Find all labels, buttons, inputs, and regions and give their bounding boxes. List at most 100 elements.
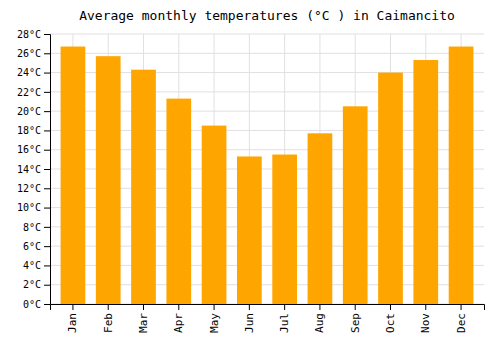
tick-label: 14°C — [17, 164, 41, 175]
bar — [343, 106, 368, 304]
tick: Apr — [172, 304, 185, 333]
tick-mark — [108, 304, 109, 310]
tick: Mar — [137, 304, 150, 333]
title: Average monthly temperatures (°C ) in Ca… — [79, 8, 455, 23]
tick-label: 6°C — [23, 241, 41, 252]
tick: 28°C — [17, 29, 50, 40]
tick: May — [208, 304, 221, 333]
bar — [202, 126, 227, 304]
tick: 4°C — [23, 260, 50, 271]
tick: 26°C — [17, 48, 50, 59]
tick-mark — [355, 304, 356, 310]
tick-label: 0°C — [23, 299, 41, 310]
bar — [131, 70, 156, 304]
tick-mark — [284, 304, 285, 310]
tick-label: 28°C — [17, 29, 41, 40]
y-axis: 0°C 2°C 4°C 6°C 8°C 10°C 12°C 14°C 16°C 18°C 20°C 2… — [17, 29, 51, 310]
tick-mark — [44, 130, 50, 131]
tick-mark — [44, 150, 50, 151]
tick-mark — [44, 227, 50, 228]
bar — [272, 155, 297, 304]
tick-mark — [72, 304, 73, 310]
tick: 12°C — [17, 183, 50, 194]
tick-label: 8°C — [23, 222, 41, 233]
tick-mark — [390, 304, 391, 310]
bar — [96, 56, 121, 304]
tick-mark — [44, 73, 50, 74]
tick-label: 26°C — [17, 48, 41, 59]
x-axis: Jan Feb Mar Apr May Jun Jul Aug Sep Oct Nov Dec — [51, 304, 485, 333]
tick: 0°C — [23, 299, 50, 310]
tick-label: May — [208, 313, 221, 333]
tick-label: Oct — [384, 313, 397, 333]
tick: Jul — [278, 304, 291, 333]
bars — [61, 47, 474, 304]
tick: 2°C — [23, 279, 50, 290]
tick-label: Apr — [172, 313, 185, 333]
tick-mark — [249, 304, 250, 310]
tick-label: 24°C — [17, 67, 41, 78]
tick-label: 18°C — [17, 125, 41, 136]
bar — [413, 60, 438, 304]
tick: Sep — [349, 304, 362, 333]
bar — [378, 73, 403, 304]
tick-label: Nov — [419, 313, 432, 333]
tick-mark — [44, 285, 50, 286]
tick-label: 16°C — [17, 144, 41, 155]
tick-label: Jan — [66, 313, 79, 333]
tick-label: Aug — [313, 313, 326, 333]
tick: Oct — [384, 304, 397, 333]
tick: Jan — [66, 304, 79, 333]
tick-mark — [44, 246, 50, 247]
tick-label: Jul — [278, 313, 291, 333]
tick-mark — [44, 34, 50, 35]
grid — [50, 34, 484, 304]
chart: Jan Feb Mar Apr May Jun Jul Aug Sep Oct Nov Dec 0°C 2… — [0, 0, 500, 350]
tick-label: Dec — [455, 313, 468, 333]
bar — [449, 47, 474, 304]
tick: Jun — [243, 304, 256, 333]
tick-mark — [425, 304, 426, 310]
tick: Dec — [455, 304, 468, 333]
tick-label: 20°C — [17, 106, 41, 117]
axis-line — [44, 35, 51, 305]
tick: Aug — [313, 304, 326, 333]
axis-line — [51, 305, 485, 311]
tick-mark — [44, 265, 50, 266]
tick: Feb — [102, 304, 115, 333]
bar — [61, 47, 86, 304]
tick-mark — [319, 304, 320, 310]
tick: 10°C — [17, 202, 50, 213]
tick-label: 4°C — [23, 260, 41, 271]
tick-mark — [178, 304, 179, 310]
tick-mark — [461, 304, 462, 310]
tick-label: 2°C — [23, 279, 41, 290]
tick: 22°C — [17, 87, 50, 98]
grid-line — [50, 34, 484, 35]
tick: 14°C — [17, 164, 50, 175]
grid-line — [50, 53, 484, 54]
tick: 24°C — [17, 67, 50, 78]
tick-mark — [44, 111, 50, 112]
tick-mark — [214, 304, 215, 310]
tick-mark — [44, 188, 50, 189]
tick: 20°C — [17, 106, 50, 117]
tick-label: Jun — [243, 313, 256, 333]
tick-label: 22°C — [17, 87, 41, 98]
tick: Nov — [419, 304, 432, 333]
tick-label: Feb — [102, 313, 115, 333]
tick-mark — [44, 92, 50, 93]
tick: 18°C — [17, 125, 50, 136]
tick-mark — [44, 169, 50, 170]
tick-label: 12°C — [17, 183, 41, 194]
tick-mark — [143, 304, 144, 310]
plot: Jan Feb Mar Apr May Jun Jul Aug Sep Oct Nov Dec 0°C 2… — [17, 29, 485, 333]
tick-label: 10°C — [17, 202, 41, 213]
bar — [237, 156, 262, 304]
tick-mark — [44, 208, 50, 209]
tick-mark — [44, 53, 50, 54]
tick: 8°C — [23, 222, 50, 233]
tick: 6°C — [23, 241, 50, 252]
bar — [308, 133, 333, 304]
tick-label: Mar — [137, 313, 150, 333]
